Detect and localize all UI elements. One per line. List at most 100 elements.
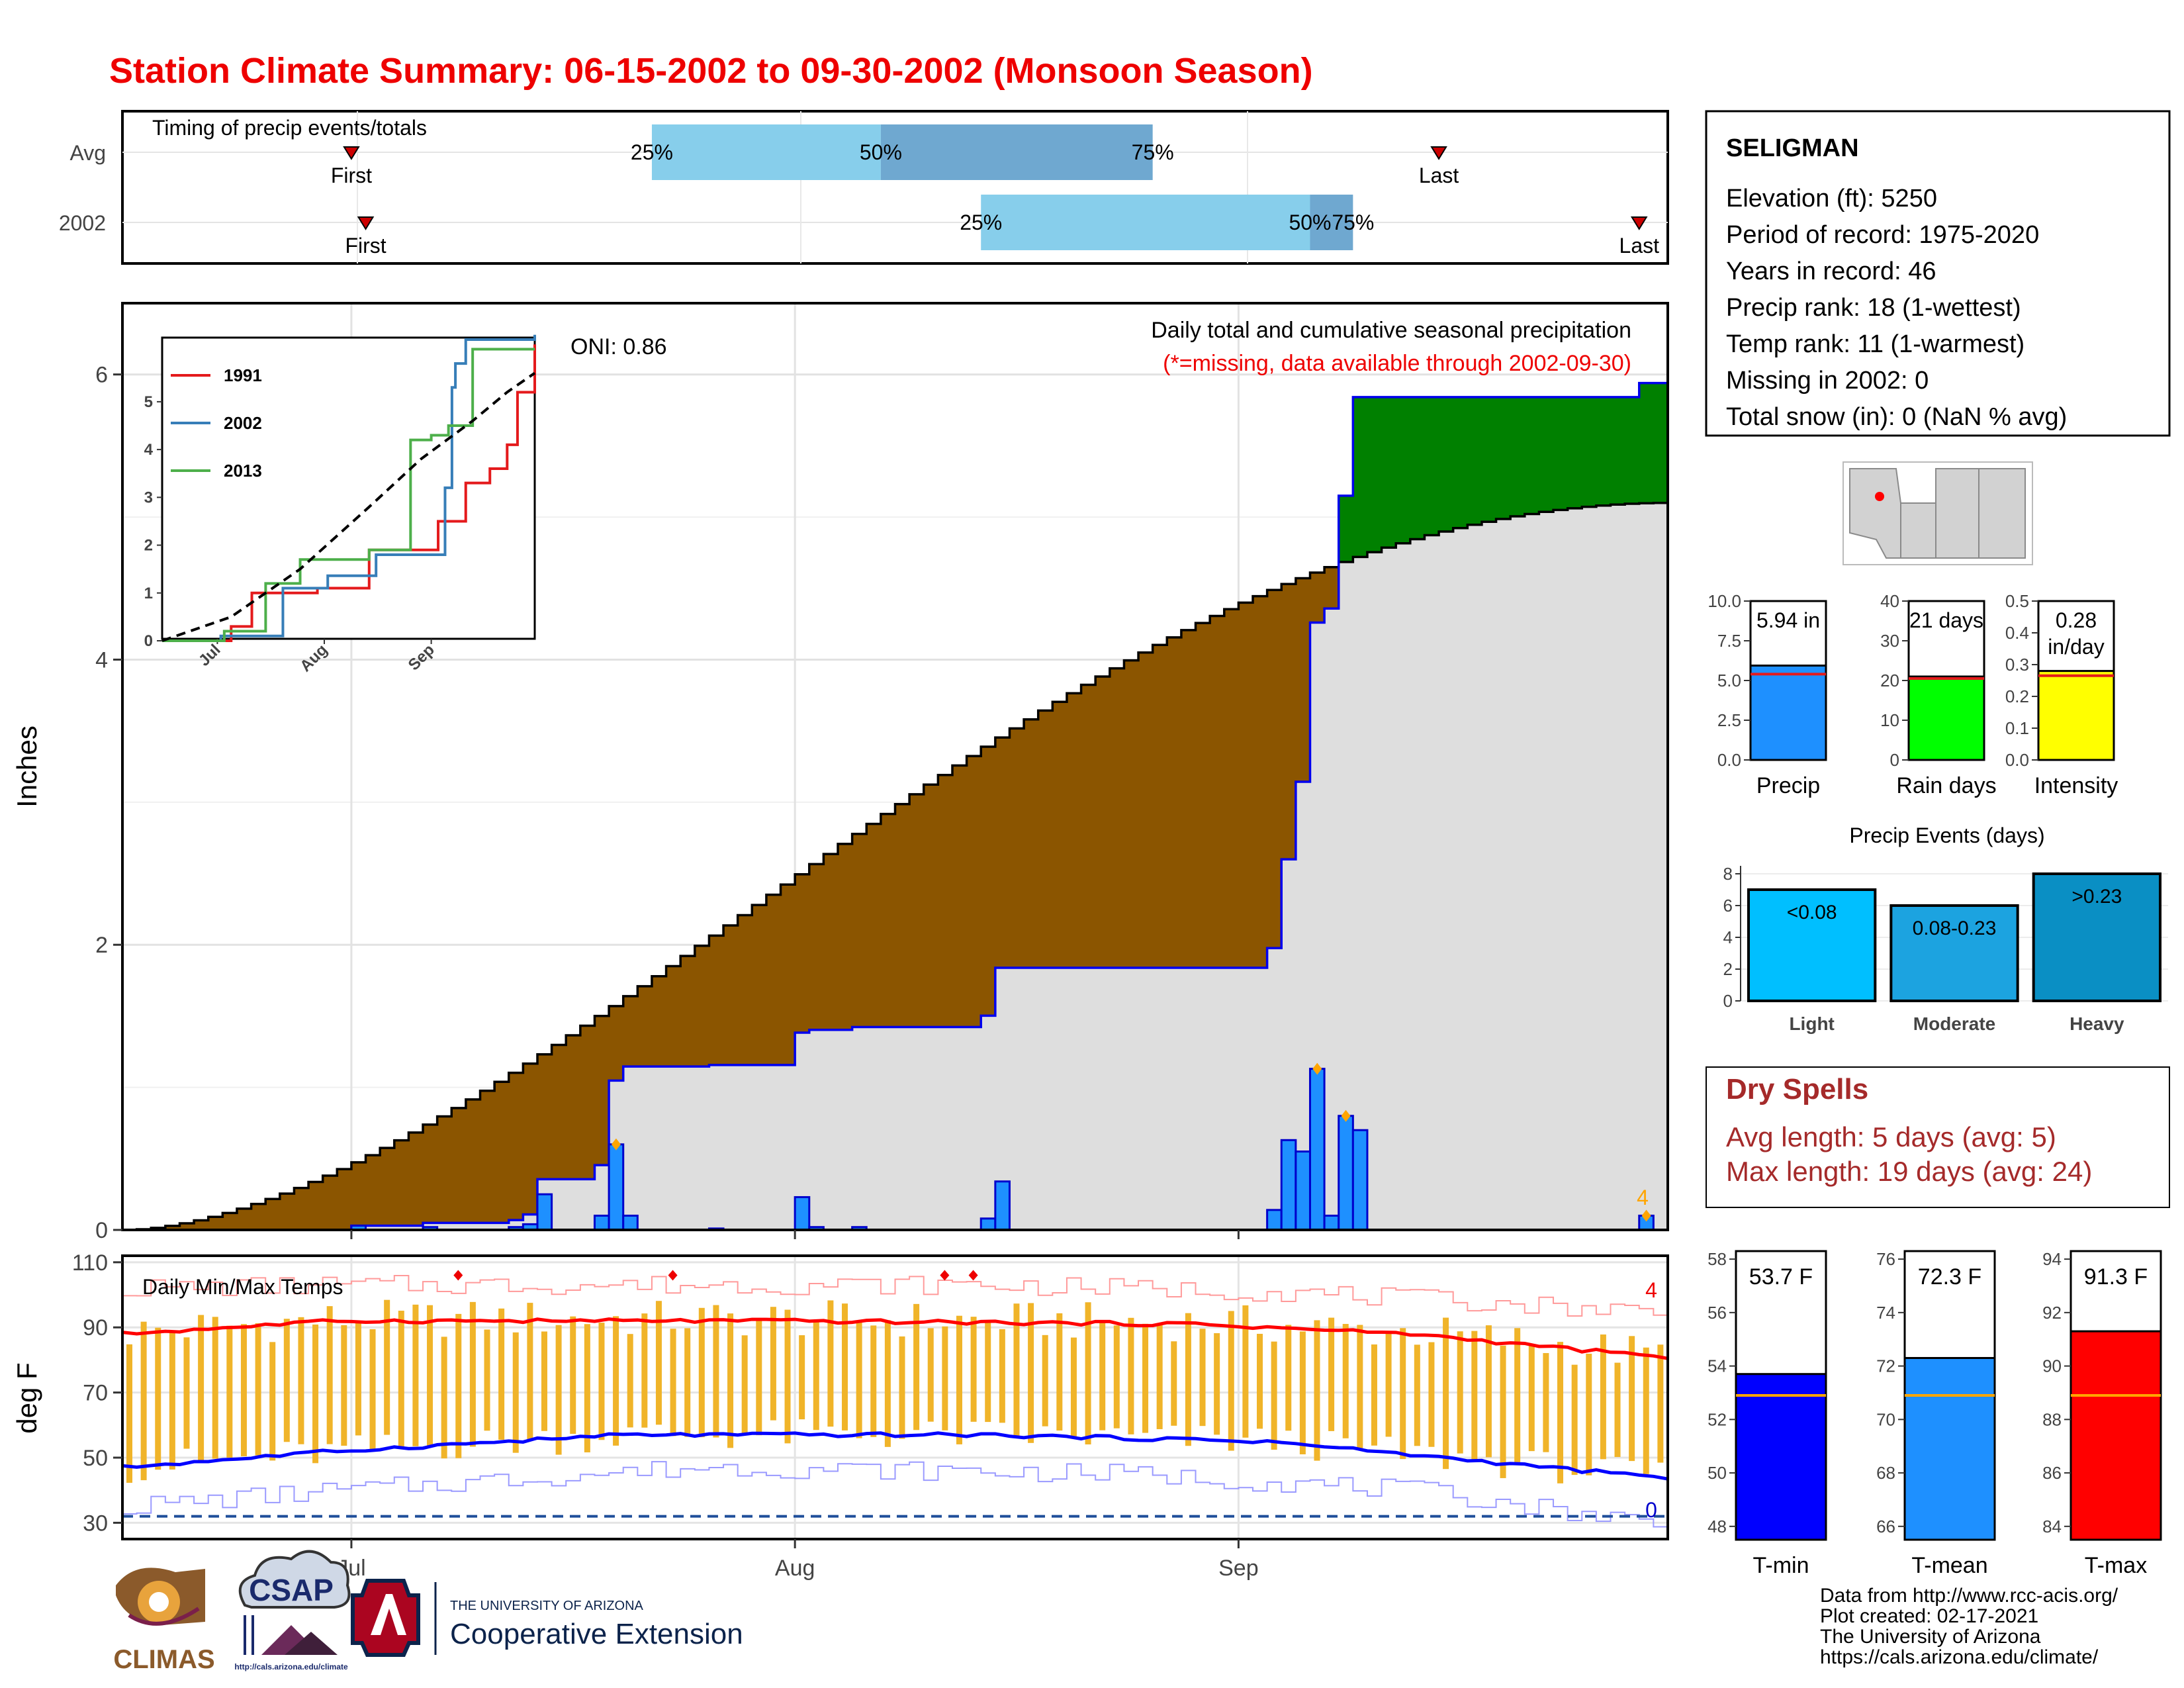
first-event-marker xyxy=(357,216,375,230)
daily-temp-range-bar xyxy=(741,1335,748,1435)
daily-temp-range-bar xyxy=(412,1304,419,1446)
daily-temp-range-bar xyxy=(684,1328,691,1437)
daily-temp-range-bar xyxy=(670,1329,676,1436)
inset-y-tick-label: 3 xyxy=(144,489,153,506)
cumulative-2002-line xyxy=(122,381,1668,1231)
ua-logo: THE UNIVERSITY OF ARIZONA Cooperative Ex… xyxy=(351,1579,743,1657)
daily-temp-range-bar xyxy=(1600,1334,1606,1460)
summary-bar-tick-label: 0.1 xyxy=(2005,718,2029,738)
temp-bar-tick-label: 74 xyxy=(1876,1303,1895,1323)
summary-bar-tick-label: 0.0 xyxy=(2005,750,2029,770)
daily-temp-range-bar xyxy=(384,1299,390,1435)
events-x-label: Heavy xyxy=(2070,1013,2124,1034)
daily-temp-range-bar xyxy=(570,1316,576,1434)
daily-precip-bar xyxy=(608,1143,625,1231)
daily-temp-range-bar xyxy=(1214,1333,1220,1435)
events-y-tick-label: 4 xyxy=(1723,927,1733,947)
last-event-marker xyxy=(1430,146,1447,160)
daily-temp-range-bar xyxy=(1185,1313,1191,1446)
precip-y-tick-label: 6 xyxy=(95,363,108,388)
temp-bar-tick-label: 48 xyxy=(1707,1517,1727,1536)
summary-bar-precip xyxy=(1749,664,1827,761)
events-bar-label: 0.08-0.23 xyxy=(1913,917,1997,939)
daily-temp-range-bar xyxy=(1028,1303,1034,1443)
quartile-75-label: 75% xyxy=(1332,211,1374,234)
summary-bar-tick-label: 2.5 xyxy=(1717,710,1741,730)
daily-temp-range-bar xyxy=(1199,1329,1206,1427)
precip-events-title: Precip Events (days) xyxy=(1849,823,2044,847)
quartile-25-label: 25% xyxy=(631,140,673,164)
daily-temp-range-bar xyxy=(1643,1347,1649,1474)
daily-temp-range-bar xyxy=(870,1325,877,1437)
temp-bar-tick-label: 50 xyxy=(1707,1463,1727,1483)
summary-bar-tick-label: 0.0 xyxy=(1717,750,1741,770)
summary-bar-x-label: Rain days xyxy=(1896,773,1996,798)
temperature-summary-bars: 53.7 F 48 50 52 54 56 58 T-min 72.3 F 66 68 70 72 74 7… xyxy=(1707,1249,2162,1578)
arizona-locator-map xyxy=(1843,461,2033,565)
record-max-count: 4 xyxy=(1645,1278,1657,1302)
temp-y-axis-label: deg F xyxy=(11,1362,42,1433)
daily-temp-range-bar xyxy=(1371,1344,1377,1446)
temp-y-tick-label: 90 xyxy=(83,1315,108,1340)
record-high-marker xyxy=(668,1270,678,1281)
daily-temp-range-bar xyxy=(899,1336,905,1439)
inset-legend-label: 2002 xyxy=(224,413,262,433)
daily-precip-bar xyxy=(622,1214,639,1231)
daily-temp-range-bar xyxy=(455,1313,462,1458)
temp-y-tick-label: 70 xyxy=(83,1381,108,1406)
oni-label: ONI: 0.86 xyxy=(570,334,667,359)
daily-temp-range-bar xyxy=(1085,1302,1091,1445)
inset-y-tick-label: 2 xyxy=(144,537,153,555)
temp-bar-tick-label: 84 xyxy=(2042,1517,2062,1536)
daily-temp-range-bar xyxy=(1156,1323,1163,1429)
daily-temp-range-bar xyxy=(155,1327,161,1470)
station-line-temp-rank: Temp rank: 11 (1-warmest) xyxy=(1726,330,2025,358)
daily-temp-range-bar xyxy=(312,1324,319,1464)
credit-data-source: Data from http://www.rcc-acis.org/ xyxy=(1820,1585,2118,1607)
temp-bar-x-label: T-mean xyxy=(1911,1553,1987,1578)
first-event-label: First xyxy=(345,234,386,258)
temp-y-tick-label: 110 xyxy=(72,1250,108,1276)
daily-temp-range-bar xyxy=(255,1323,261,1456)
precip-y-axis-label: Inches xyxy=(11,726,42,808)
daily-temp-range-bar xyxy=(999,1329,1005,1423)
temp-bar-tick-label: 58 xyxy=(1707,1249,1727,1269)
climas-logo: CLIMAS xyxy=(113,1568,215,1674)
daily-temp-range-bar xyxy=(1385,1332,1392,1437)
precip-panel: 0 2 4 6 Inches ONI: 0.86 Daily total and cu… xyxy=(11,302,1669,1243)
timing-row-label-2002: 2002 xyxy=(59,211,106,235)
temp-bar-x-label: T-min xyxy=(1753,1553,1809,1578)
daily-temperature-bars xyxy=(122,1270,1668,1528)
daily-temp-range-bar xyxy=(1328,1317,1335,1431)
timing-row-label-avg: Avg xyxy=(69,141,106,165)
daily-temp-range-bar xyxy=(598,1323,605,1440)
summary-bar-charts: 5.94 in 0.0 2.5 5.0 7.5 10.0 Precip 21 days 0 10 2… xyxy=(1707,591,2118,798)
credit-plot-created: Plot created: 02-17-2021 xyxy=(1820,1605,2038,1627)
daily-precip-bars xyxy=(350,1062,1655,1231)
daily-precip-bar xyxy=(1280,1139,1297,1231)
daily-temp-range-bar xyxy=(1113,1325,1120,1429)
precip-y-tick-label: 4 xyxy=(95,647,108,673)
temp-panel-title: Daily Min/Max Temps xyxy=(142,1275,343,1299)
daily-precip-bar xyxy=(794,1196,811,1231)
station-name: SELIGMAN xyxy=(1726,134,1859,162)
temp-bar-tick-label: 88 xyxy=(2042,1409,2062,1429)
daily-temp-range-bar xyxy=(1070,1337,1077,1436)
summary-bar-rain-days xyxy=(1907,675,1985,761)
daily-temp-range-bar xyxy=(956,1315,962,1444)
daily-temp-range-bar xyxy=(1242,1305,1249,1438)
daily-temp-range-bar xyxy=(1314,1320,1320,1461)
daily-temp-range-bar xyxy=(1128,1317,1134,1434)
station-location-marker xyxy=(1875,492,1884,501)
temp-bar-tick-label: 70 xyxy=(1876,1409,1895,1429)
csap-logo: CSAP http://cals.arizona.edu/climate xyxy=(234,1550,351,1671)
daily-temp-range-bar xyxy=(970,1317,977,1422)
daily-temp-range-bar xyxy=(1586,1353,1592,1476)
temp-bar-tick-label: 66 xyxy=(1876,1517,1895,1536)
daily-temp-range-bar xyxy=(498,1308,505,1440)
daily-temp-range-bar xyxy=(140,1321,147,1481)
station-line-snow: Total snow (in): 0 (NaN % avg) xyxy=(1726,403,2067,431)
temp-bar-t-max xyxy=(2070,1330,2162,1541)
first-event-label: First xyxy=(331,164,372,187)
credit-url: https://cals.arizona.edu/climate/ xyxy=(1820,1646,2099,1668)
